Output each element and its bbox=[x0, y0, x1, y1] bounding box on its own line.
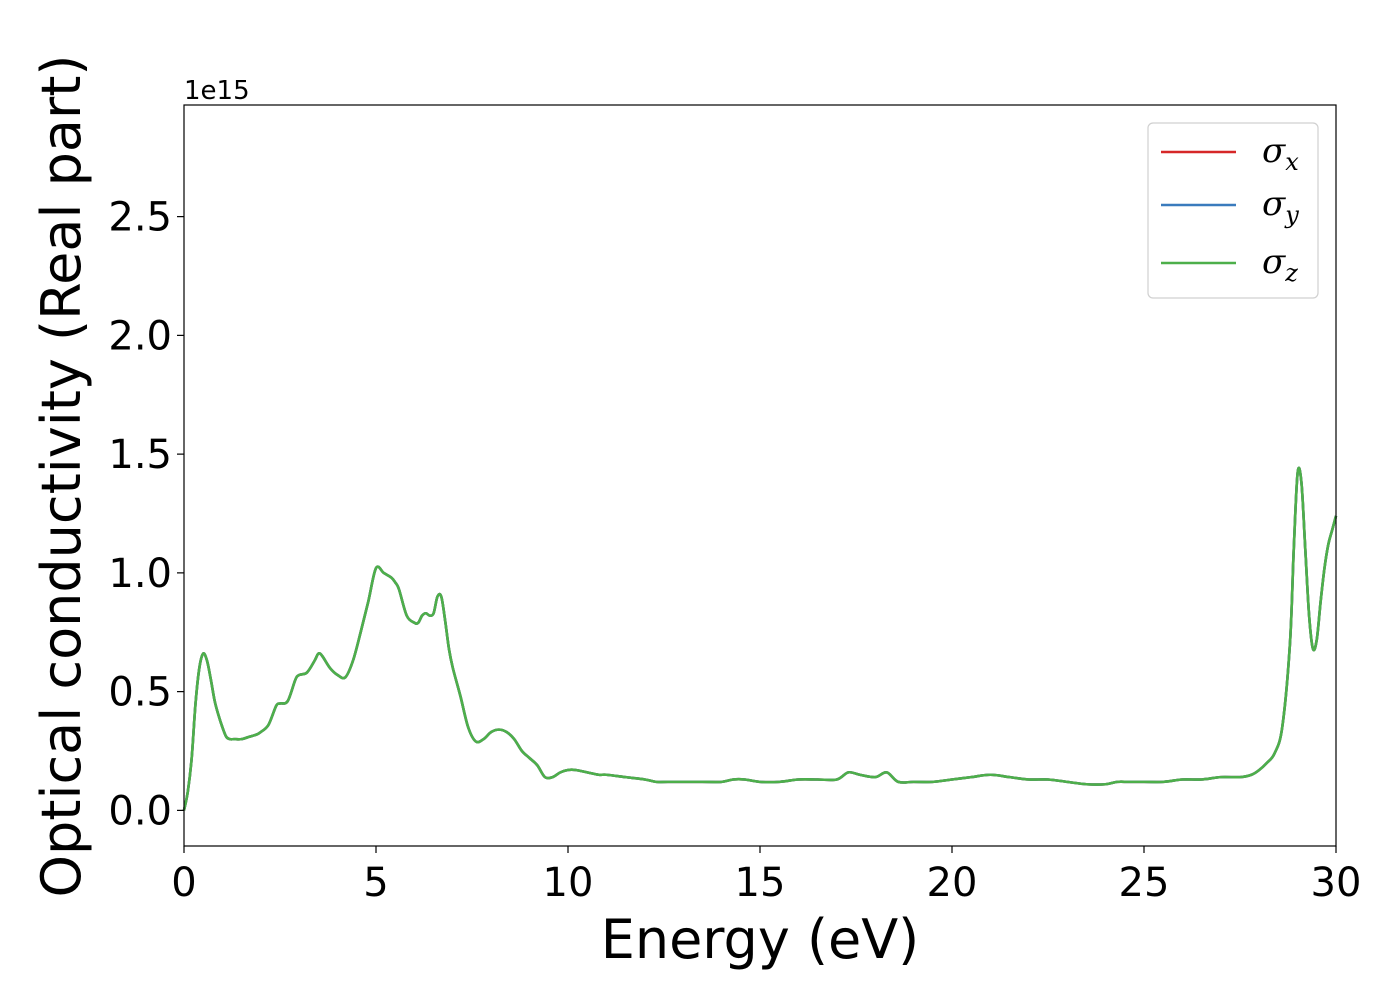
x-tick-label: 25 bbox=[1119, 860, 1170, 906]
y-tick-label: 2.0 bbox=[108, 313, 172, 359]
x-tick-label: 15 bbox=[735, 860, 786, 906]
legend-label-2: σy bbox=[1262, 184, 1299, 229]
legend-label-1: σx bbox=[1262, 131, 1299, 176]
y-axis: 0.0 0.5 1.0 1.5 2.0 2.5 bbox=[108, 195, 184, 834]
y-tick-label: 2.5 bbox=[108, 195, 172, 241]
series-line-3 bbox=[182, 466, 1338, 811]
x-axis-label: Energy (eV) bbox=[601, 908, 920, 971]
x-tick-label: 20 bbox=[927, 860, 978, 906]
legend-label-3: σz bbox=[1262, 242, 1298, 287]
y-tick-label: 0.5 bbox=[108, 670, 172, 716]
x-tick-label: 10 bbox=[543, 860, 594, 906]
plot-area bbox=[184, 105, 1336, 846]
x-tick-label: 30 bbox=[1311, 860, 1362, 906]
y-tick-label: 1.5 bbox=[108, 432, 172, 478]
legend: σx σy σz bbox=[1147, 122, 1319, 299]
x-tick-label: 0 bbox=[171, 860, 196, 906]
y-tick-label: 0.0 bbox=[108, 788, 172, 834]
x-tick-label: 5 bbox=[363, 860, 388, 906]
legend-frame bbox=[1147, 122, 1319, 299]
x-axis: 0 5 10 15 20 25 30 bbox=[171, 846, 1361, 906]
y-axis-label: Optical conductivity (Real part) bbox=[30, 55, 93, 898]
series-group bbox=[182, 466, 1338, 811]
y-tick-label: 1.0 bbox=[108, 551, 172, 597]
y-offset-label: 1e15 bbox=[184, 76, 250, 106]
